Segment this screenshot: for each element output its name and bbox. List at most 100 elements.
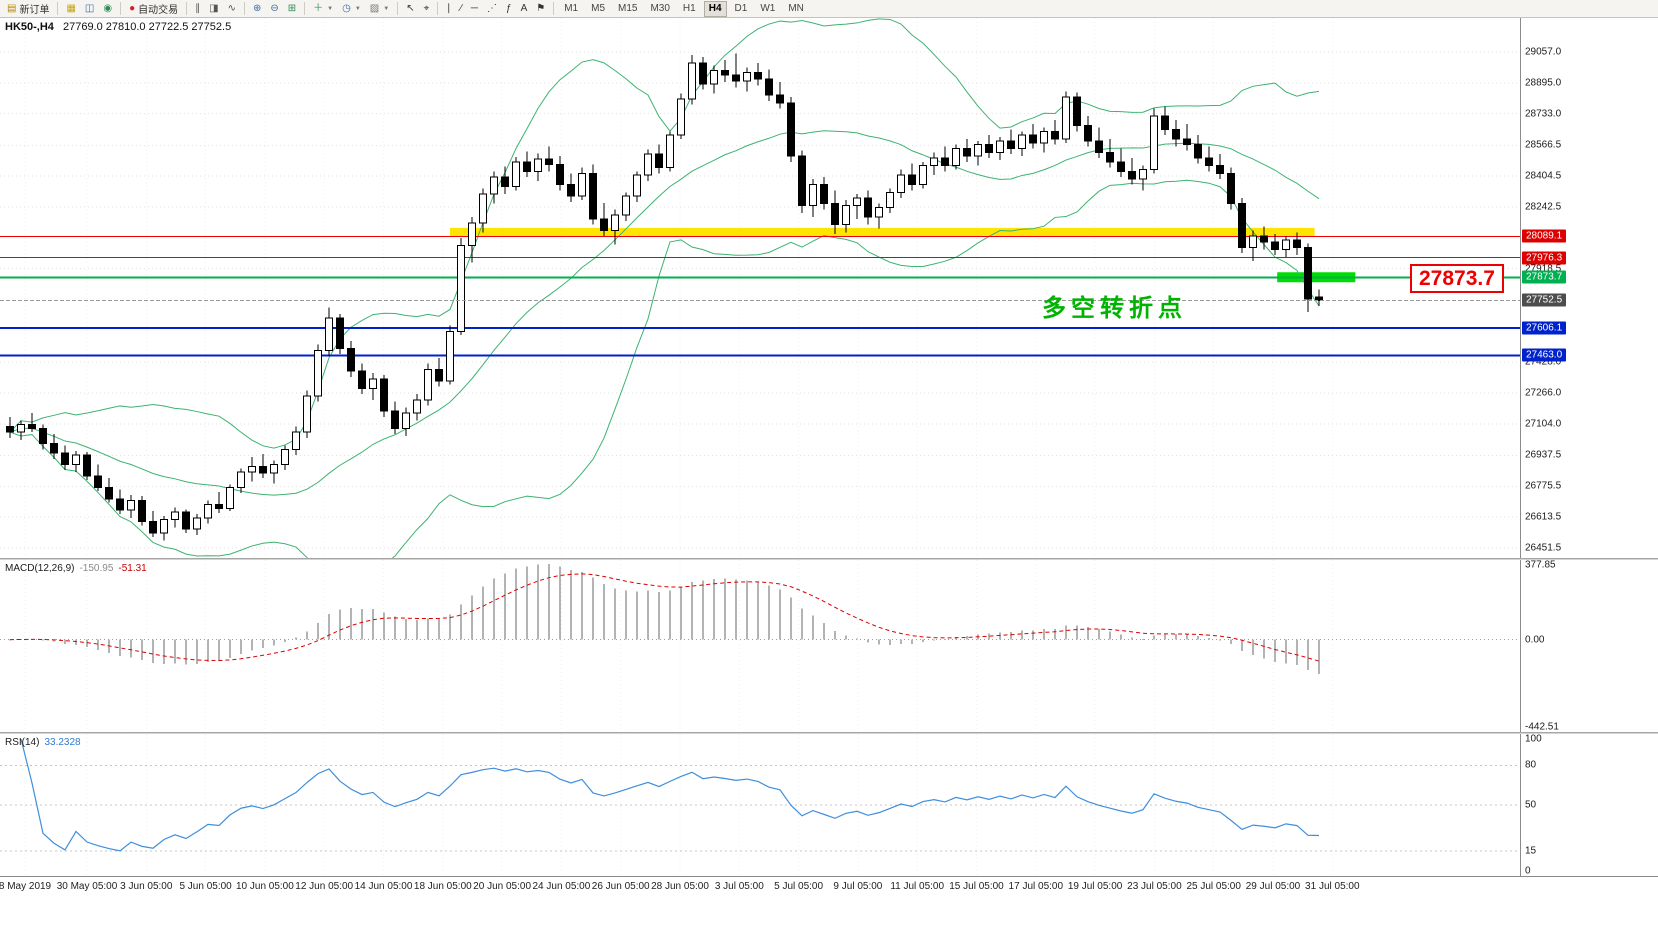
candle-body bbox=[314, 349, 322, 397]
rsi-canvas[interactable] bbox=[0, 734, 1520, 876]
macd-histogram-bar bbox=[339, 609, 341, 640]
channel-icon: ⋰ bbox=[487, 2, 497, 14]
candle-body bbox=[171, 511, 179, 521]
candle-body bbox=[710, 69, 718, 85]
panel-separator[interactable] bbox=[0, 558, 1658, 560]
macd-histogram-bar bbox=[647, 590, 649, 640]
rsi-panel: 100 80 50 15 0 RSI(14) 33.2328 bbox=[0, 734, 1658, 877]
text-button[interactable]: A bbox=[517, 0, 532, 17]
timeframe-m15-button[interactable]: M15 bbox=[618, 2, 638, 14]
macd-histogram-bar bbox=[383, 612, 385, 640]
rsi-scale-label: 15 bbox=[1525, 845, 1537, 857]
line-chart-button[interactable]: ∿ bbox=[224, 0, 240, 17]
candle-body bbox=[798, 155, 806, 207]
candle-body bbox=[974, 144, 982, 157]
candle-body bbox=[83, 454, 91, 477]
timeframe-h1-button[interactable]: H1 bbox=[682, 2, 696, 14]
candle-body bbox=[248, 465, 256, 473]
new-order-button[interactable]: ▤ 新订单 bbox=[3, 0, 53, 17]
candle-body bbox=[479, 193, 487, 224]
horizontal-line-button[interactable]: ─ bbox=[467, 0, 482, 17]
time-label: 14 Jun 05:00 bbox=[354, 881, 413, 892]
rsi-title: RSI(14) bbox=[5, 737, 40, 748]
macd-histogram-bar bbox=[449, 614, 451, 640]
candlestick-chart-button[interactable]: ◨ bbox=[205, 0, 222, 17]
macd-canvas[interactable] bbox=[0, 560, 1520, 732]
auto-trading-button[interactable]: ● 自动交易 bbox=[125, 0, 182, 17]
yellow-highlight-band[interactable] bbox=[450, 227, 1315, 236]
macd-histogram-bar bbox=[955, 637, 957, 640]
macd-histogram-bar bbox=[1098, 628, 1100, 640]
price-callout-label[interactable]: 27873.7 bbox=[1410, 264, 1504, 293]
candle-body bbox=[435, 368, 443, 382]
crosshair-button[interactable]: ⌖ bbox=[420, 0, 434, 17]
candle-body bbox=[160, 519, 168, 534]
turning-point-annotation[interactable]: 多空转折点 bbox=[1042, 295, 1187, 322]
data-window-icon[interactable]: ◫ bbox=[81, 0, 98, 17]
time-axis[interactable]: 8 May 2019 30 May 05:00 3 Jun 05:00 5 Jun 0… bbox=[0, 876, 1658, 942]
candle-body bbox=[1150, 115, 1158, 170]
time-label: 23 Jul 05:00 bbox=[1127, 881, 1182, 892]
timeframe-m5-button[interactable]: M5 bbox=[591, 2, 606, 14]
candle-body bbox=[116, 498, 124, 511]
macd-histogram-bar bbox=[856, 638, 858, 640]
candle-body bbox=[17, 424, 25, 433]
periods-button[interactable]: ◷ ▼ bbox=[338, 0, 365, 17]
macd-histogram-bar bbox=[207, 639, 209, 663]
time-label: 11 Jul 05:00 bbox=[890, 881, 945, 892]
macd-histogram-bar bbox=[229, 639, 231, 658]
candle-body bbox=[1073, 96, 1081, 127]
zoom-out-button[interactable]: ⊖ bbox=[266, 0, 282, 17]
channel-button[interactable]: ⋰ bbox=[483, 0, 501, 17]
auto-trading-icon: ● bbox=[129, 2, 136, 14]
macd-histogram-bar bbox=[306, 631, 308, 640]
macd-histogram-bar bbox=[405, 618, 407, 640]
navigator-icon[interactable]: ◉ bbox=[99, 0, 116, 17]
cursor-button[interactable]: ↖ bbox=[402, 0, 418, 17]
time-label: 29 Jul 05:00 bbox=[1245, 881, 1301, 892]
rsi-line bbox=[20, 738, 1320, 852]
timeframe-mn-button[interactable]: MN bbox=[788, 2, 804, 14]
tile-windows-button[interactable]: ⊞ bbox=[284, 0, 300, 17]
timeframe-w1-button[interactable]: W1 bbox=[760, 2, 776, 14]
panel-separator[interactable] bbox=[0, 732, 1658, 734]
candle-body bbox=[930, 157, 938, 167]
toolbar: ▤ 新订单 ▦ ◫ ◉ ● 自动交易 ∥ ◨ ∿ ⊕ ⊖ ⊞ ＋ ▼ ◷ ▼ ▨ ▼ ↖ ⌖ ∣ ∕ ─ ⋰ ƒ A ⚑ M1 M5 M15… bbox=[0, 0, 1658, 18]
timeframe-h4-button[interactable]: H4 bbox=[703, 0, 727, 17]
macd-histogram-bar bbox=[185, 639, 187, 665]
macd-histogram-bar bbox=[1208, 637, 1210, 640]
trendline-button[interactable]: ∕ bbox=[456, 0, 466, 17]
candle-body bbox=[138, 500, 146, 523]
macd-histogram-bar bbox=[141, 639, 143, 661]
candle-body bbox=[809, 184, 817, 207]
macd-histogram-bar bbox=[97, 639, 99, 650]
rsi-scale[interactable]: 100 80 50 15 0 bbox=[1520, 734, 1658, 877]
vertical-line-button[interactable]: ∣ bbox=[442, 0, 455, 17]
indicators-button[interactable]: ＋ ▼ bbox=[309, 0, 337, 17]
price-scale[interactable]: 29057.0 28895.0 28733.0 28566.5 28404.5 28242… bbox=[1520, 18, 1658, 558]
candle-body bbox=[72, 454, 80, 466]
price-grid-label: 29057.0 bbox=[1525, 46, 1562, 58]
text-icon: A bbox=[520, 2, 528, 14]
macd-scale[interactable]: 377.85 0.00 -442.51 bbox=[1520, 560, 1658, 733]
macd-histogram-bar bbox=[1296, 639, 1298, 666]
main-chart-canvas[interactable] bbox=[0, 18, 1520, 558]
fibonacci-button[interactable]: ƒ bbox=[502, 0, 516, 17]
zoom-in-button[interactable]: ⊕ bbox=[249, 0, 265, 17]
timeframe-d1-button[interactable]: D1 bbox=[734, 2, 748, 14]
templates-button[interactable]: ▨ ▼ bbox=[366, 0, 393, 17]
macd-histogram-bar bbox=[53, 639, 55, 642]
timeframe-m30-button[interactable]: M30 bbox=[650, 2, 670, 14]
bar-chart-button[interactable]: ∥ bbox=[191, 0, 204, 17]
market-watch-icon[interactable]: ▦ bbox=[62, 0, 79, 17]
candle-body bbox=[1304, 247, 1312, 300]
price-grid-label: 27918.5 bbox=[1525, 263, 1562, 275]
candle-body bbox=[336, 317, 344, 349]
candle-body bbox=[61, 452, 69, 466]
macd-histogram-bar bbox=[1164, 634, 1166, 640]
crosshair-icon: ⌖ bbox=[423, 2, 430, 14]
timeframe-m1-button[interactable]: M1 bbox=[564, 2, 579, 14]
dropdown-caret-icon: ▼ bbox=[383, 5, 390, 12]
macd-histogram-bar bbox=[482, 586, 484, 640]
arrows-button[interactable]: ⚑ bbox=[532, 0, 549, 17]
